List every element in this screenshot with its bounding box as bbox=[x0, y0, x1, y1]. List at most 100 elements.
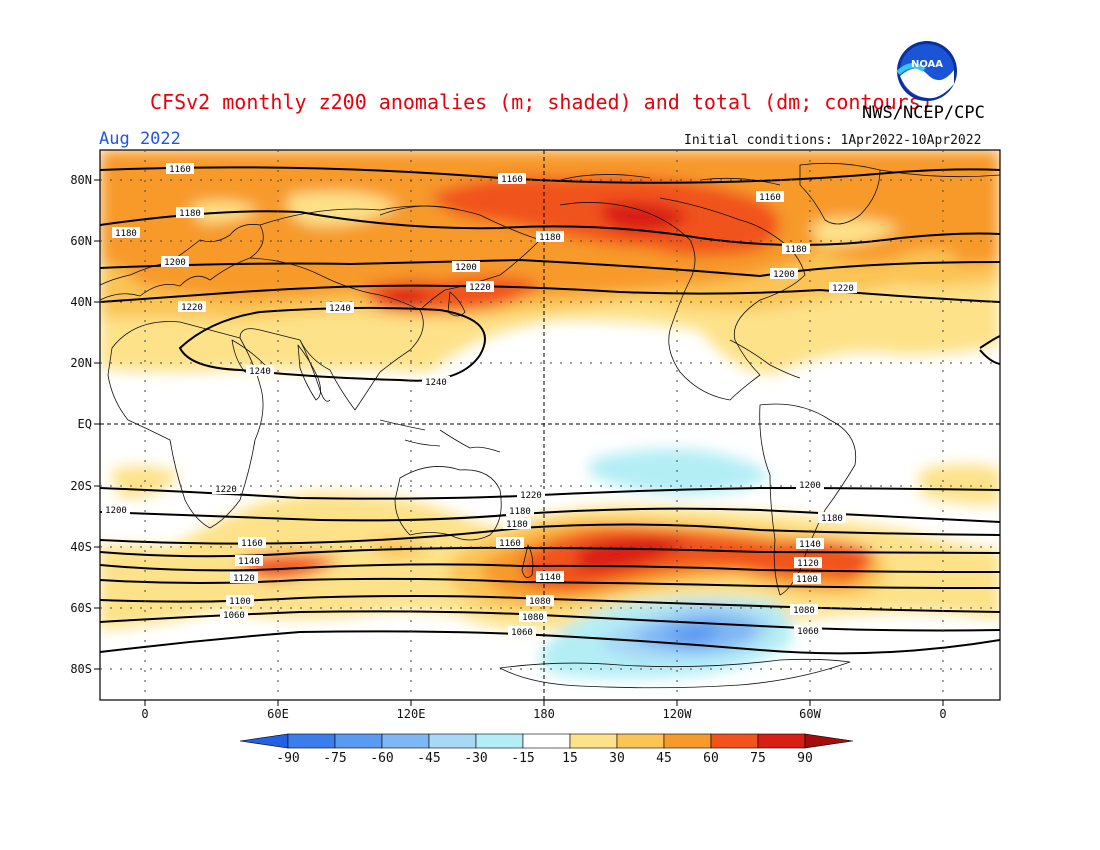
contour-label-bg bbox=[829, 282, 857, 293]
contour-label: 1060 bbox=[797, 627, 819, 637]
contour-label-bg bbox=[112, 227, 140, 238]
lat-label: 40S bbox=[70, 540, 92, 554]
colorbar-tick-label: -90 bbox=[276, 751, 299, 766]
contour-label: 1220 bbox=[469, 283, 491, 293]
contour-label: 1120 bbox=[797, 559, 819, 569]
contour-label-bg bbox=[161, 256, 189, 267]
colorbar-tick-label: -15 bbox=[511, 751, 534, 766]
lon-label: 0 bbox=[141, 707, 148, 721]
contour-label-bg bbox=[230, 572, 258, 583]
contour-label: 1100 bbox=[229, 597, 251, 607]
axis-ticks bbox=[94, 179, 944, 706]
colorbar-tick-label: 60 bbox=[703, 751, 719, 766]
lon-label: 60W bbox=[799, 707, 821, 721]
contour-label: 1180 bbox=[821, 514, 843, 524]
contour-label: 1160 bbox=[759, 193, 781, 203]
contour-label-bg bbox=[496, 537, 524, 548]
colorbar-tick-label: 45 bbox=[656, 751, 672, 766]
contour-label-bg bbox=[452, 261, 480, 272]
contour-label-bg bbox=[818, 512, 846, 523]
contour-label-bg bbox=[517, 489, 545, 500]
contour-label: 1220 bbox=[832, 284, 854, 294]
lon-label: 120E bbox=[397, 707, 426, 721]
contour-label: 1160 bbox=[169, 165, 191, 175]
colorbar-segment bbox=[663, 733, 712, 749]
contour-label: 1180 bbox=[785, 245, 807, 255]
contour-label-bg bbox=[796, 538, 824, 549]
colorbar-segment bbox=[475, 733, 524, 749]
contour-label-bg bbox=[756, 191, 784, 202]
colorbar-segment bbox=[710, 733, 759, 749]
contour-label-bg bbox=[782, 243, 810, 254]
contour-label: 1240 bbox=[329, 304, 351, 314]
contour-label-bg bbox=[790, 604, 818, 615]
lat-label: 60N bbox=[70, 234, 92, 248]
colorbar-tick-label: 90 bbox=[797, 751, 813, 766]
contour-label: 1140 bbox=[539, 573, 561, 583]
contour-label: 1240 bbox=[249, 367, 271, 377]
contour-label: 1200 bbox=[105, 506, 127, 516]
contour-label: 1200 bbox=[455, 263, 477, 273]
contour-label: 1120 bbox=[233, 574, 255, 584]
contour-label: 1100 bbox=[796, 575, 818, 585]
lon-label: 0 bbox=[939, 707, 946, 721]
contour-label-bg bbox=[422, 376, 450, 387]
colorbar-tick-label: 75 bbox=[750, 751, 766, 766]
lat-label: 40N bbox=[70, 295, 92, 309]
lat-label: 60S bbox=[70, 601, 92, 615]
contour-label-bg bbox=[794, 557, 822, 568]
colorbar-arrow-left bbox=[239, 733, 289, 749]
contour-label-bg bbox=[235, 555, 263, 566]
contour-label: 1080 bbox=[793, 606, 815, 616]
contour-label-bg bbox=[536, 571, 564, 582]
contour-label-bg bbox=[793, 573, 821, 584]
contour-label: 1060 bbox=[511, 628, 533, 638]
contour-label: 1220 bbox=[520, 491, 542, 501]
colorbar: -90 -75 -60 -45 -30 -15 15 30 45 60 75 90 bbox=[239, 733, 854, 766]
contour-label: 1180 bbox=[115, 229, 137, 239]
lon-label: 60E bbox=[267, 707, 289, 721]
logo-text: NOAA bbox=[911, 59, 943, 70]
colorbar-tick-label: -75 bbox=[323, 751, 346, 766]
contour-label-bg bbox=[212, 483, 240, 494]
lat-label: 20S bbox=[70, 479, 92, 493]
forecast-month: Aug 2022 bbox=[99, 129, 181, 149]
colorbar-arrow-right bbox=[804, 733, 854, 749]
contour-label-bg bbox=[246, 365, 274, 376]
lon-label: 180 bbox=[533, 707, 555, 721]
colorbar-tick-label: -30 bbox=[464, 751, 487, 766]
contour-label: 1220 bbox=[181, 303, 203, 313]
contour-label-bg bbox=[498, 173, 526, 184]
colorbar-segment bbox=[287, 733, 336, 749]
contour-label-bg bbox=[238, 537, 266, 548]
contour-label-bg bbox=[226, 595, 254, 606]
colorbar-segment bbox=[569, 733, 618, 749]
contour-label: 1220 bbox=[215, 485, 237, 495]
contour-labels: 1160 1160 1160 1180 1180 1180 1180 1200 1200 1200… bbox=[102, 163, 857, 638]
contour-label-bg bbox=[326, 302, 354, 313]
contour-label-bg bbox=[166, 163, 194, 174]
coastlines bbox=[100, 162, 1000, 689]
lat-label: 80S bbox=[70, 662, 92, 676]
noaa-logo: NOAA bbox=[896, 41, 957, 101]
contour-label-bg bbox=[508, 626, 536, 637]
contour-label-bg bbox=[220, 609, 248, 620]
lat-label: 20N bbox=[70, 356, 92, 370]
colorbar-tick-label: -60 bbox=[370, 751, 393, 766]
colorbar-segment bbox=[757, 733, 806, 749]
contour-label-bg bbox=[536, 231, 564, 242]
agency-label: NWS/NCEP/CPC bbox=[862, 103, 985, 123]
contour-label: 1200 bbox=[164, 258, 186, 268]
colorbar-tick-label: 15 bbox=[562, 751, 578, 766]
contour-label: 1140 bbox=[799, 540, 821, 550]
contour-label-bg bbox=[503, 518, 531, 529]
contour-label: 1160 bbox=[501, 175, 523, 185]
graticule bbox=[100, 150, 1000, 700]
contour-label: 1060 bbox=[223, 611, 245, 621]
contour-label: 1180 bbox=[539, 233, 561, 243]
lon-label: 120W bbox=[663, 707, 693, 721]
colorbar-tick-label: -45 bbox=[417, 751, 440, 766]
colorbar-segment bbox=[522, 733, 571, 749]
contour-label-bg bbox=[176, 207, 204, 218]
map-title: CFSv2 monthly z200 anomalies (m; shaded)… bbox=[150, 90, 933, 114]
